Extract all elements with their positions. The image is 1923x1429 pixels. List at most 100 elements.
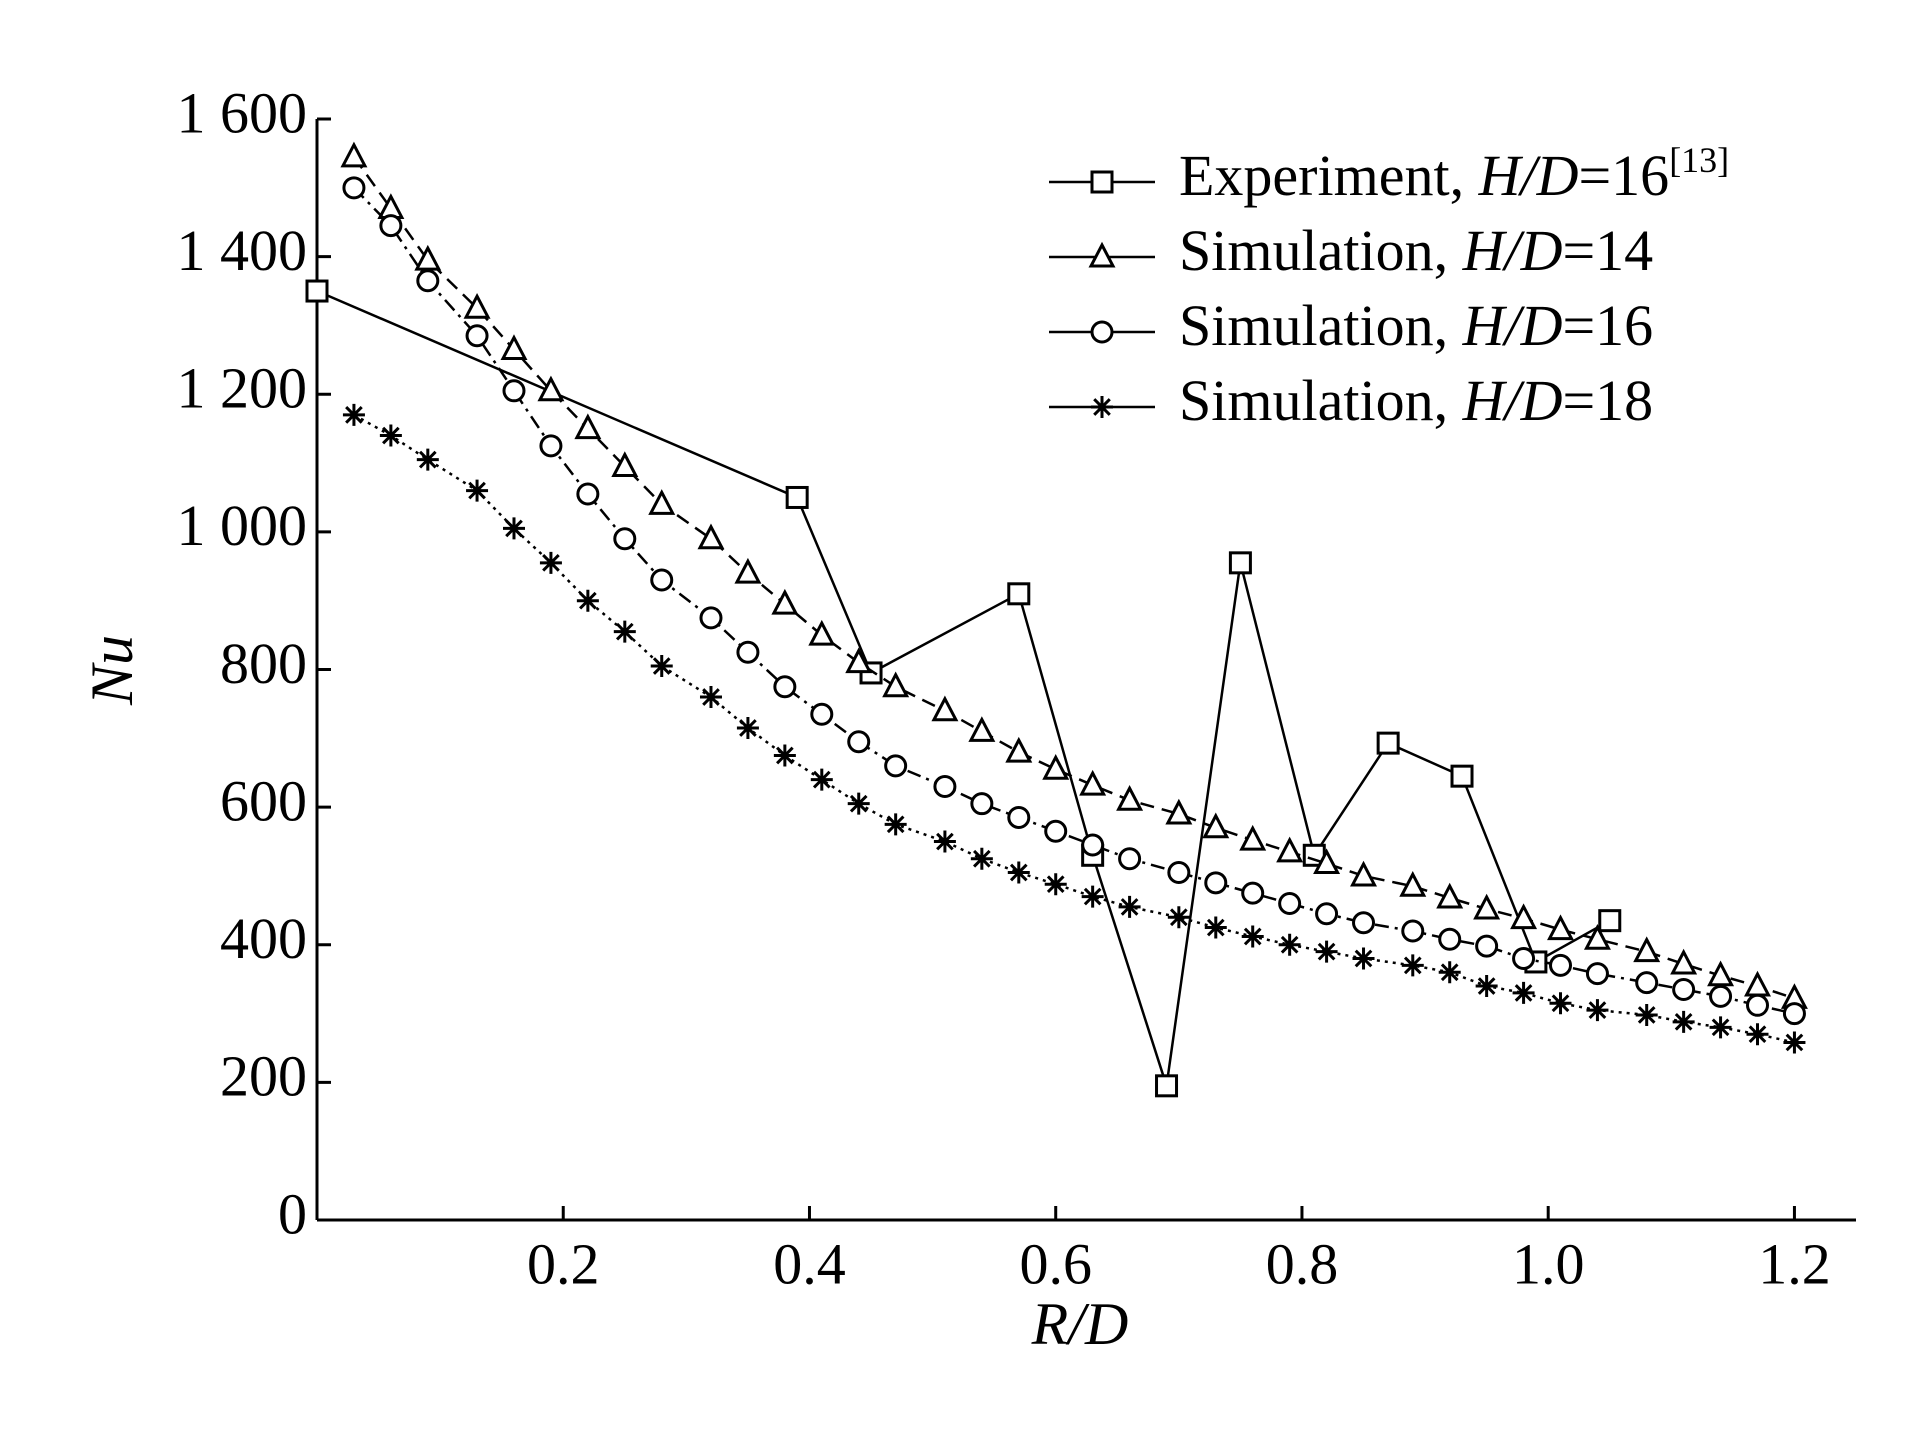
marker: [1401, 954, 1424, 977]
marker: [342, 176, 366, 200]
marker: [1512, 947, 1536, 971]
marker: [463, 293, 491, 319]
marker: [1167, 906, 1190, 929]
marker: [1746, 993, 1770, 1017]
marker: [734, 557, 762, 584]
y-axis-label: Nu: [79, 635, 145, 706]
marker: [648, 489, 676, 515]
marker: [1090, 170, 1114, 194]
marker: [810, 768, 833, 791]
x-tick-label: 0.6: [1019, 1231, 1092, 1296]
marker: [808, 619, 836, 646]
marker: [1167, 860, 1191, 884]
series-line: [353, 413, 1795, 1044]
marker: [847, 730, 871, 754]
marker: [1473, 893, 1501, 920]
marker: [736, 640, 760, 664]
marker: [414, 244, 442, 271]
marker: [968, 716, 996, 742]
marker: [650, 568, 674, 592]
marker: [773, 675, 797, 699]
marker: [1007, 861, 1030, 884]
marker: [1598, 909, 1622, 933]
marker: [933, 830, 956, 853]
x-tick-label: 0.2: [527, 1231, 600, 1296]
marker: [1007, 805, 1031, 829]
marker: [537, 375, 565, 402]
marker: [574, 413, 602, 440]
marker: [810, 702, 834, 726]
marker: [1007, 582, 1031, 606]
y-tick-label: 200: [220, 1044, 307, 1109]
marker: [933, 774, 957, 798]
marker: [502, 379, 526, 403]
marker: [970, 792, 994, 816]
marker: [1547, 914, 1574, 941]
marker: [466, 479, 489, 502]
x-axis-label: R/D: [1031, 1291, 1129, 1357]
marker: [1352, 947, 1375, 970]
marker: [1436, 882, 1464, 909]
marker: [1088, 241, 1116, 268]
y-tick-label: 1 200: [177, 356, 308, 421]
marker: [1709, 1016, 1732, 1039]
marker: [613, 527, 637, 551]
y-tick-label: 0: [278, 1181, 307, 1246]
marker: [342, 403, 365, 426]
y-tick-label: 1 000: [177, 493, 308, 558]
marker: [1709, 984, 1733, 1008]
marker: [502, 517, 525, 540]
marker: [1081, 885, 1104, 908]
y-tick-label: 400: [220, 906, 307, 971]
marker: [1585, 962, 1609, 986]
legend-label: Simulation, H/D=18: [1179, 368, 1653, 433]
marker: [882, 671, 910, 698]
y-tick-label: 600: [220, 768, 307, 833]
marker: [379, 214, 403, 238]
x-tick-label: 0.8: [1266, 1231, 1339, 1296]
marker: [539, 551, 562, 574]
marker: [1202, 812, 1230, 839]
marker: [1042, 754, 1070, 780]
marker: [1239, 824, 1267, 851]
marker: [785, 485, 809, 509]
y-tick-label: 800: [220, 631, 307, 696]
marker: [1586, 999, 1609, 1022]
marker: [1204, 871, 1228, 895]
marker: [1241, 881, 1265, 905]
marker: [305, 279, 329, 303]
marker: [699, 686, 722, 709]
y-tick-label: 1 400: [177, 218, 308, 283]
marker: [1549, 992, 1572, 1015]
marker: [1450, 764, 1474, 788]
marker: [500, 334, 528, 361]
marker: [1401, 919, 1425, 943]
marker: [1155, 1074, 1179, 1098]
marker: [416, 269, 440, 293]
marker: [1635, 1003, 1658, 1026]
x-tick-label: 1.0: [1512, 1231, 1585, 1296]
marker: [1315, 940, 1338, 963]
marker: [1276, 836, 1304, 863]
marker: [611, 451, 639, 478]
legend-label: Simulation, H/D=16: [1179, 293, 1653, 358]
marker: [1376, 731, 1400, 755]
marker: [1044, 873, 1067, 896]
marker: [1438, 961, 1461, 984]
marker: [1005, 736, 1033, 763]
marker: [1228, 551, 1252, 575]
marker: [1672, 1010, 1695, 1033]
marker: [539, 434, 563, 458]
x-tick-label: 0.4: [773, 1231, 846, 1296]
marker: [1475, 934, 1499, 958]
marker: [650, 655, 673, 678]
marker: [845, 647, 873, 674]
marker: [1782, 1002, 1806, 1026]
marker: [847, 792, 870, 815]
marker: [1118, 847, 1142, 871]
marker: [1670, 948, 1698, 975]
marker: [771, 588, 799, 615]
marker: [1204, 916, 1227, 939]
marker: [1510, 903, 1538, 930]
